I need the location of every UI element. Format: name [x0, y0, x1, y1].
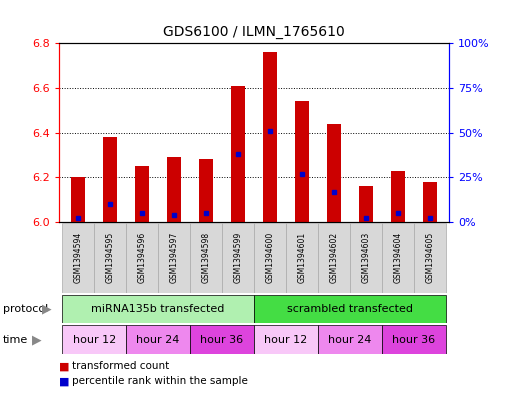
Text: time: time — [3, 334, 28, 345]
Text: GSM1394595: GSM1394595 — [106, 232, 114, 283]
Text: GSM1394597: GSM1394597 — [169, 232, 179, 283]
Bar — [359, 186, 373, 222]
Text: GSM1394602: GSM1394602 — [329, 232, 339, 283]
Bar — [231, 86, 245, 222]
Bar — [71, 177, 85, 222]
Text: GSM1394594: GSM1394594 — [74, 232, 83, 283]
Text: GSM1394601: GSM1394601 — [298, 232, 306, 283]
Bar — [126, 223, 158, 293]
Text: protocol: protocol — [3, 304, 48, 314]
Bar — [190, 325, 254, 354]
Bar — [318, 223, 350, 293]
Bar — [103, 137, 117, 222]
Bar — [254, 223, 286, 293]
Bar — [254, 295, 446, 323]
Bar — [62, 223, 94, 293]
Bar — [423, 182, 437, 222]
Bar — [382, 223, 413, 293]
Text: ■: ■ — [59, 361, 69, 371]
Bar — [263, 52, 277, 222]
Bar — [350, 223, 382, 293]
Bar — [167, 157, 181, 222]
Bar — [254, 325, 318, 354]
Bar — [318, 325, 382, 354]
Bar — [222, 223, 254, 293]
Bar — [327, 124, 341, 222]
Text: miRNA135b transfected: miRNA135b transfected — [91, 304, 225, 314]
Text: scrambled transfected: scrambled transfected — [287, 304, 413, 314]
Text: hour 36: hour 36 — [392, 334, 436, 345]
Text: GSM1394600: GSM1394600 — [265, 232, 274, 283]
Bar — [413, 223, 446, 293]
Text: GSM1394604: GSM1394604 — [393, 232, 402, 283]
Text: hour 12: hour 12 — [72, 334, 116, 345]
Text: ■: ■ — [59, 376, 69, 386]
Bar — [158, 223, 190, 293]
Text: ▶: ▶ — [42, 302, 52, 316]
Text: ▶: ▶ — [32, 333, 42, 346]
Text: hour 24: hour 24 — [328, 334, 371, 345]
Text: GSM1394605: GSM1394605 — [425, 232, 434, 283]
Text: GSM1394603: GSM1394603 — [361, 232, 370, 283]
Text: GSM1394599: GSM1394599 — [233, 232, 243, 283]
Text: hour 36: hour 36 — [201, 334, 244, 345]
Bar — [62, 325, 126, 354]
Text: GSM1394598: GSM1394598 — [202, 232, 210, 283]
Title: GDS6100 / ILMN_1765610: GDS6100 / ILMN_1765610 — [163, 26, 345, 39]
Text: hour 24: hour 24 — [136, 334, 180, 345]
Bar — [94, 223, 126, 293]
Bar — [135, 166, 149, 222]
Text: percentile rank within the sample: percentile rank within the sample — [72, 376, 248, 386]
Bar — [62, 295, 254, 323]
Text: hour 12: hour 12 — [264, 334, 307, 345]
Bar — [199, 160, 213, 222]
Bar — [190, 223, 222, 293]
Text: GSM1394596: GSM1394596 — [137, 232, 147, 283]
Bar — [294, 101, 309, 222]
Bar — [126, 325, 190, 354]
Text: transformed count: transformed count — [72, 361, 169, 371]
Bar — [382, 325, 446, 354]
Bar — [390, 171, 405, 222]
Bar — [286, 223, 318, 293]
